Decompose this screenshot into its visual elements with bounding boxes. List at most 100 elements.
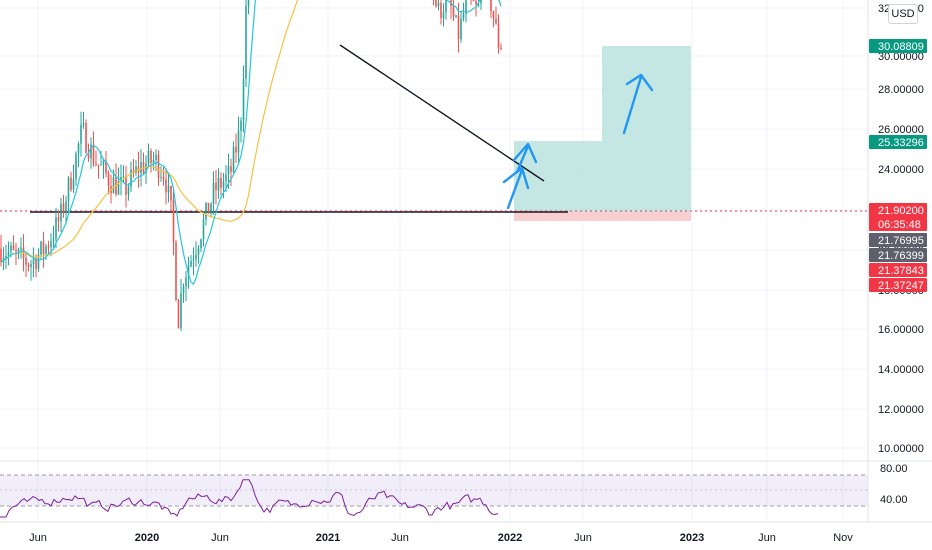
candle-body xyxy=(125,176,127,195)
target-zone-lower xyxy=(514,141,602,212)
resistance-trendline[interactable] xyxy=(339,44,545,182)
candle-body xyxy=(140,161,142,174)
time-axis[interactable]: Jun 2020 Jun 2021 Jun 2022 Jun 2023 Jun Nov xyxy=(29,532,853,544)
time-tick-label: 2022 xyxy=(498,532,522,544)
time-tick-label: Jun xyxy=(391,532,409,544)
candle-body xyxy=(105,161,107,174)
candle-body xyxy=(495,18,497,24)
candle-body xyxy=(45,246,47,255)
candle-body xyxy=(27,264,30,267)
candle-body xyxy=(127,186,130,195)
candle-body xyxy=(40,241,42,255)
rsi-band xyxy=(0,475,868,506)
candle-body xyxy=(480,0,482,4)
candle-body xyxy=(120,176,122,181)
candle-body xyxy=(25,257,27,265)
rsi-tick-label: 40.00 xyxy=(880,494,908,506)
rsi-axis[interactable]: 80.00 40.00 xyxy=(880,463,908,506)
candle-body xyxy=(90,144,92,159)
price-tick-label: 24.00000 xyxy=(878,164,924,176)
price-tick-label: 26.00000 xyxy=(878,124,924,136)
price-tick-label: 16.00000 xyxy=(878,324,924,336)
candles xyxy=(0,0,502,332)
arrow-3-head xyxy=(625,73,654,92)
candle-body xyxy=(182,286,185,293)
projection-arrows[interactable] xyxy=(502,73,654,210)
candle-body xyxy=(227,166,230,175)
candle-body xyxy=(102,161,105,165)
candle-body xyxy=(222,181,225,188)
time-tick-label: Jun xyxy=(574,532,592,544)
candle-body xyxy=(5,255,7,258)
candle-body xyxy=(135,166,137,173)
candle-body xyxy=(202,219,205,240)
candle-body xyxy=(47,246,50,248)
candle-body xyxy=(57,217,60,222)
candle-body xyxy=(472,0,475,1)
candle-body xyxy=(0,248,2,263)
candle-body xyxy=(247,0,250,6)
time-tick-label: 2020 xyxy=(135,532,159,544)
candle-body xyxy=(242,79,245,121)
price-tag-label: 21.37843 xyxy=(878,265,924,277)
candle-body xyxy=(15,249,17,252)
time-tick-label: Jun xyxy=(211,532,229,544)
candle-body xyxy=(197,248,200,255)
candle-body xyxy=(175,242,177,301)
candle-body xyxy=(477,3,480,5)
candle-body xyxy=(167,185,170,193)
candle-body xyxy=(77,143,80,154)
rsi-pane[interactable] xyxy=(0,474,868,518)
price-tag-bg xyxy=(869,248,927,262)
price-tag-label: 30.08809 xyxy=(878,41,924,53)
candle-body xyxy=(80,124,82,144)
price-tick-label: 30.00000 xyxy=(878,51,924,63)
candle-body xyxy=(85,123,87,153)
arrow-2-head xyxy=(512,142,538,164)
candle-body xyxy=(142,161,145,173)
price-tag-label: 21.90200 xyxy=(878,205,924,217)
price-tag-bg xyxy=(869,263,927,277)
time-tick-label: Jun xyxy=(758,532,776,544)
candle-body xyxy=(185,277,187,287)
candle-body xyxy=(97,164,100,166)
candle-body xyxy=(437,2,440,7)
candle-body xyxy=(62,203,65,213)
price-tick-label: 12.00000 xyxy=(878,404,924,416)
price-tag-bg xyxy=(869,203,927,231)
price-tag-bg xyxy=(869,278,927,292)
candle-body xyxy=(50,241,52,248)
candle-body xyxy=(205,202,207,220)
price-tags: 30.08809 25.33296 21.90200 06:35:48 21.76995… xyxy=(869,39,927,292)
target-zone[interactable] xyxy=(514,46,691,221)
time-tick-label: Jun xyxy=(29,532,47,544)
candle-body xyxy=(162,176,165,180)
candle-body xyxy=(17,249,20,252)
candle-body xyxy=(462,14,465,19)
candle-body xyxy=(460,18,462,40)
price-tick-label: 14.00000 xyxy=(878,364,924,376)
candle-body xyxy=(217,178,220,191)
candle-body xyxy=(170,185,172,201)
price-tick-label: 28.00000 xyxy=(878,84,924,96)
candle-body xyxy=(475,0,477,5)
price-tick-label: 10.00000 xyxy=(878,443,924,455)
currency-button[interactable]: USD xyxy=(888,4,918,24)
candle-body xyxy=(465,0,467,15)
candle-body xyxy=(70,177,72,190)
stop-zone xyxy=(514,212,691,221)
price-tag-label: 21.37247 xyxy=(878,280,924,292)
price-tag-label: 21.76399 xyxy=(878,250,924,262)
arrow-1 xyxy=(506,168,524,210)
ma-slow-line xyxy=(0,0,502,263)
candle-body xyxy=(457,15,460,40)
candle-body xyxy=(145,163,147,173)
candle-body xyxy=(55,217,57,239)
candle-body xyxy=(190,261,192,267)
candle-body xyxy=(20,247,22,250)
candle-body xyxy=(67,177,70,202)
arrow-1-head xyxy=(502,166,530,190)
arrow-3 xyxy=(622,75,643,135)
candle-body xyxy=(220,178,222,188)
